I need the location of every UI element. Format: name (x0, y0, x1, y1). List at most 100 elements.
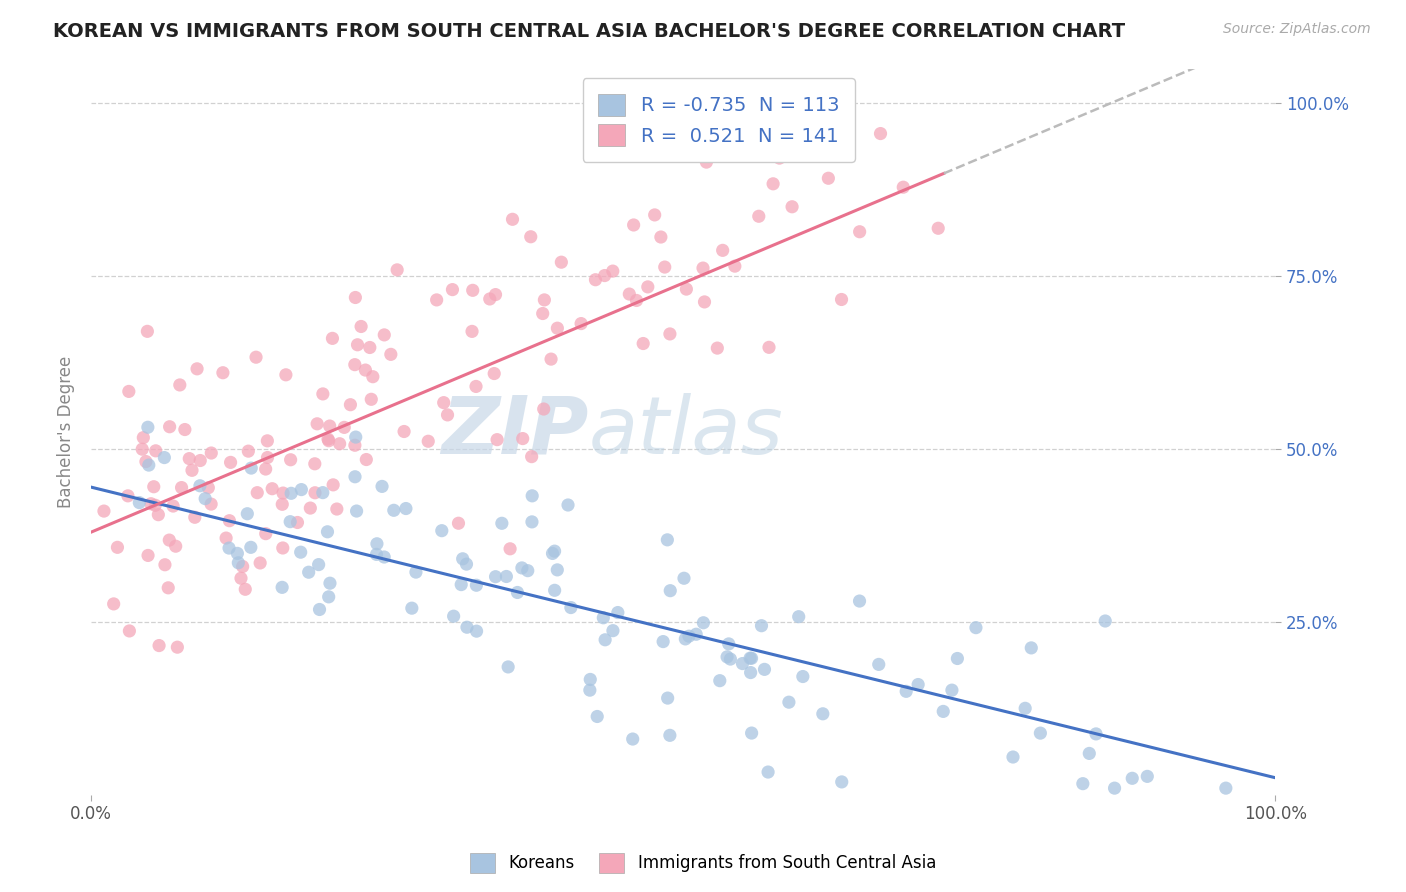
Point (254, 526, 277, 541)
Point (502, 212, 524, 227)
Point (359, 341, 381, 355)
Text: Source: ZipAtlas.com: Source: ZipAtlas.com (1223, 22, 1371, 37)
Point (153, 558, 176, 572)
Point (516, 564, 538, 578)
Point (441, 283, 464, 297)
Point (1071, 777, 1094, 791)
Point (132, 431, 155, 445)
Point (139, 497, 162, 511)
Point (637, 280, 659, 294)
Point (495, 569, 517, 583)
Point (262, 482, 284, 496)
Point (186, 361, 208, 376)
Point (271, 497, 294, 511)
Point (569, 317, 592, 331)
Point (148, 508, 170, 522)
Point (650, 148, 672, 162)
Point (118, 384, 141, 399)
Point (153, 450, 176, 465)
Point (465, 624, 488, 639)
Point (271, 541, 294, 555)
Point (299, 501, 322, 516)
Point (239, 541, 262, 555)
Point (546, 321, 568, 335)
Point (143, 498, 166, 512)
Point (740, 651, 762, 665)
Point (631, 336, 654, 351)
Text: ZIP: ZIP (441, 392, 589, 471)
Point (869, 127, 891, 141)
Point (741, 651, 763, 665)
Point (188, 453, 211, 467)
Point (848, 225, 870, 239)
Point (585, 273, 607, 287)
Point (318, 434, 340, 448)
Point (229, 571, 252, 585)
Point (451, 551, 474, 566)
Point (557, 498, 579, 512)
Point (271, 580, 294, 594)
Y-axis label: Bachelor's Degree: Bachelor's Degree (58, 356, 75, 508)
Point (506, 585, 529, 599)
Point (602, 264, 624, 278)
Point (228, 556, 250, 570)
Point (329, 436, 352, 450)
Point (1029, 726, 1052, 740)
Point (333, 420, 356, 434)
Point (484, 570, 506, 584)
Point (197, 481, 219, 495)
Point (602, 624, 624, 638)
Point (405, 565, 427, 579)
Point (118, 624, 141, 638)
Point (256, 434, 278, 448)
Point (232, 559, 254, 574)
Point (240, 461, 263, 475)
Point (233, 582, 256, 597)
Point (170, 481, 193, 495)
Point (256, 450, 278, 465)
Point (787, 609, 810, 624)
Point (184, 510, 207, 524)
Point (891, 180, 914, 194)
Point (443, 609, 465, 624)
Point (165, 539, 187, 553)
Point (181, 463, 204, 477)
Point (136, 420, 159, 434)
Point (758, 340, 780, 354)
Point (658, 326, 681, 341)
Point (731, 657, 754, 671)
Point (450, 577, 472, 591)
Point (817, 171, 839, 186)
Point (162, 499, 184, 513)
Point (657, 533, 679, 547)
Point (621, 732, 644, 747)
Point (496, 660, 519, 674)
Point (741, 726, 763, 740)
Point (965, 621, 987, 635)
Point (550, 255, 572, 269)
Point (1078, 747, 1101, 761)
Point (907, 677, 929, 691)
Point (543, 583, 565, 598)
Point (356, 452, 378, 467)
Point (280, 486, 302, 500)
Point (654, 260, 676, 274)
Point (751, 618, 773, 632)
Point (344, 291, 367, 305)
Point (718, 652, 741, 666)
Point (461, 325, 484, 339)
Point (312, 387, 335, 401)
Point (326, 502, 349, 516)
Point (678, 629, 700, 643)
Point (695, 155, 717, 169)
Point (657, 691, 679, 706)
Point (592, 611, 614, 625)
Point (290, 483, 312, 497)
Point (200, 497, 222, 511)
Point (103, 597, 125, 611)
Point (465, 379, 488, 393)
Point (456, 620, 478, 634)
Point (136, 324, 159, 338)
Point (540, 352, 562, 367)
Point (711, 244, 734, 258)
